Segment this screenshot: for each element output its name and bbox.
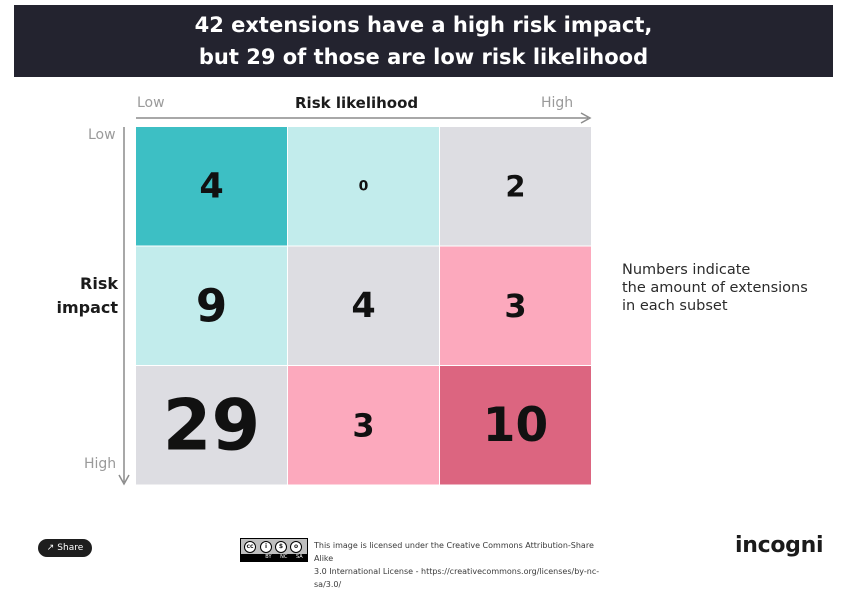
y-axis-low-label: Low — [88, 127, 116, 143]
share-label: Share — [57, 543, 84, 553]
matrix-cell — [440, 127, 591, 246]
cell-value-label: 0 — [359, 178, 369, 194]
legend-note: Numbers indicate the amount of extension… — [622, 261, 808, 315]
cell-value-label: 9 — [196, 279, 227, 332]
cell-value-label: 3 — [352, 406, 374, 444]
matrix-cell — [440, 366, 591, 485]
y-axis-title-line-1: Risk — [80, 274, 118, 293]
note-line-3: in each subset — [622, 298, 728, 314]
cc-strip-sa: SA — [295, 554, 303, 560]
sa-icon: o — [290, 541, 302, 553]
matrix-cell — [440, 246, 591, 365]
share-icon: ↗ — [46, 543, 55, 553]
cc-icon: cc — [244, 541, 256, 553]
y-axis-arrow — [118, 127, 130, 486]
cc-license-badge[interactable]: cc i $ o BY NC SA — [240, 538, 308, 562]
y-axis-title: Risk impact — [40, 272, 118, 320]
cell-value-label: 2 — [505, 169, 525, 203]
cc-strip-by: BY — [265, 554, 272, 560]
share-button[interactable]: ↗ Share — [38, 539, 92, 557]
cell-value-label: 29 — [163, 384, 260, 466]
cell-value-label: 4 — [199, 166, 223, 206]
title-banner: 42 extensions have a high risk impact, b… — [14, 5, 833, 77]
note-line-2: the amount of extensions — [622, 280, 808, 296]
license-line-1: This image is licensed under the Creativ… — [314, 541, 594, 563]
x-axis-low-label: Low — [137, 95, 165, 111]
cell-value-label: 3 — [504, 287, 526, 325]
x-axis-high-label: High — [541, 95, 574, 111]
cc-strip-nc: NC — [280, 554, 288, 560]
by-icon: i — [260, 541, 272, 553]
cell-value-label: 4 — [351, 286, 375, 326]
matrix-cell — [136, 366, 287, 485]
title-line-1: 42 extensions have a high risk impact, — [194, 13, 653, 37]
cc-badge-strip: BY NC SA — [241, 554, 307, 561]
matrix-cell — [136, 127, 287, 246]
incogni-logo: incogni — [735, 533, 824, 558]
y-axis-title-line-2: impact — [56, 298, 118, 317]
license-line-2: 3.0 International License - https://crea… — [314, 567, 600, 589]
nc-icon: $ — [275, 541, 287, 553]
cell-value-label: 10 — [483, 398, 548, 453]
x-axis-title: Risk likelihood — [295, 94, 419, 112]
license-text: This image is licensed under the Creativ… — [314, 539, 614, 591]
y-axis-high-label: High — [84, 456, 117, 472]
matrix-cell — [288, 366, 439, 485]
matrix-cell — [136, 246, 287, 365]
note-line-1: Numbers indicate — [622, 262, 751, 278]
x-axis-arrow — [136, 112, 592, 124]
matrix-cell — [288, 127, 439, 246]
matrix-cell — [288, 246, 439, 365]
title-line-2: but 29 of those are low risk likelihood — [198, 45, 649, 69]
